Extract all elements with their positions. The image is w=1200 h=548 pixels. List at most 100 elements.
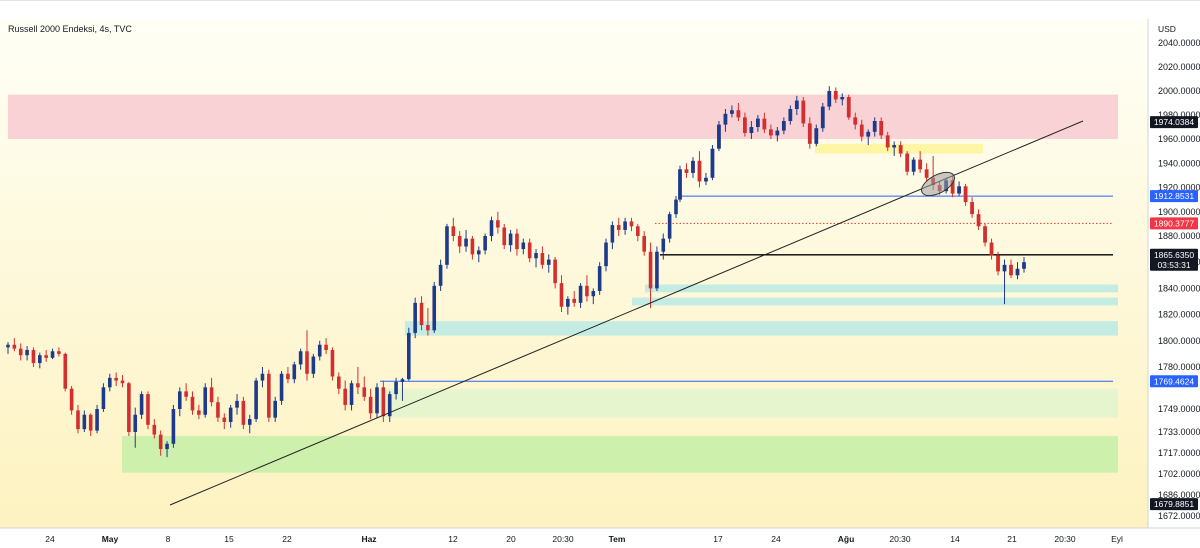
price-tick: 1880.0000 [1158,231,1200,241]
candle-body [755,118,760,127]
candle-body [50,351,55,358]
highlight-ellipse [921,171,955,197]
chart-title: Russell 2000 Endeksi, 4s, TVC [8,24,132,34]
price-tick: 1940.0000 [1158,158,1200,168]
time-tick: 8 [166,534,171,544]
time-tick: 14 [950,534,960,544]
candle-body [833,91,838,100]
price-label-box [1150,190,1198,203]
time-tick: 24 [45,534,55,544]
price-label-box [1150,375,1198,388]
candle-body [963,186,968,203]
candle-body [133,414,138,432]
price-label-box [1150,498,1198,511]
candle-body [171,409,176,444]
price-tick: 1920.0000 [1158,183,1200,193]
candle-body [918,159,923,170]
candle-body [840,97,845,100]
candle-body [684,169,689,173]
candle-body [1009,264,1013,276]
candle-body [222,417,227,422]
time-tick: 24 [771,534,781,544]
price-label-text: 1769.4624 [1154,376,1194,386]
candle-body [241,400,246,425]
zone-demand [645,284,1118,293]
candle-body [616,225,621,230]
candle-body [400,379,405,382]
candle-body [879,121,884,136]
candle-body [534,253,538,259]
price-tick: 1733.0000 [1158,427,1200,437]
price-tick: 2020.0000 [1158,62,1200,72]
candle-body [247,419,252,425]
candle-body [381,387,386,417]
time-tick: Tem [609,534,626,544]
time-axis-ticks: 24 May 8 15 22 Haz 12 20 20:30 Tem 17 24 Ağu 20:30 14 2… [45,534,1123,544]
candle-body [235,400,239,408]
candle-body [38,355,42,364]
candle-body [794,100,799,109]
candle-body [349,383,354,405]
candle-body [107,377,112,388]
price-tick: 2040.0000 [1158,38,1200,48]
candle-body [678,169,682,200]
candle-body [730,110,734,114]
candle-body [723,113,728,125]
time-tick: 17 [713,534,723,544]
candle-body [502,227,507,246]
candle-body [996,255,1000,272]
candle-body [464,238,468,247]
candle-body [438,264,443,286]
candle-body [44,355,48,358]
price-tick: 1840.0000 [1158,283,1200,293]
countdown-text: 03:53:31 [1157,260,1190,270]
candle-body [743,117,747,133]
price-tick: 1800.0000 [1158,336,1200,346]
time-tick: 12 [448,534,458,544]
candle-body [292,364,297,380]
candle-body [419,302,424,326]
price-tick: 1780.0000 [1158,362,1200,372]
time-tick: 20:30 [1054,534,1076,544]
candle-body [892,145,897,148]
time-tick: Haz [361,534,376,544]
candle-body [820,106,825,129]
candle-body [362,387,367,397]
price-tick: 1702.0000 [1158,469,1200,479]
candle-body [540,253,545,265]
candle-body [426,325,430,331]
candle-body [976,214,981,227]
candle-body [254,380,258,420]
candle-body [768,129,773,136]
candle-body [801,100,806,124]
candle-body [527,242,532,259]
candle-body [957,186,961,194]
candle-body [120,380,125,384]
candle-body [63,353,68,389]
candle-body [375,387,379,414]
candle-body [483,236,487,251]
candle-body [337,376,341,389]
candle-body [661,238,666,252]
candle-body [566,298,570,307]
candle-body [260,373,265,381]
candle-body [317,344,322,357]
candle-body [394,381,398,395]
candle-body [324,344,328,350]
candle-body [216,402,220,418]
candle-body [305,351,309,374]
time-tick: 21 [1007,534,1017,544]
candle-body [749,127,754,133]
candle-body [559,283,564,307]
candle-body [127,383,131,432]
candle-body [950,180,955,194]
candle-body [496,220,500,228]
candle-body [25,349,29,356]
time-tick: 20:30 [552,534,574,544]
candle-body [911,159,916,172]
candle-body [457,236,462,247]
candle-body [648,251,653,289]
candle-body [76,410,80,430]
candle-body [989,242,994,256]
